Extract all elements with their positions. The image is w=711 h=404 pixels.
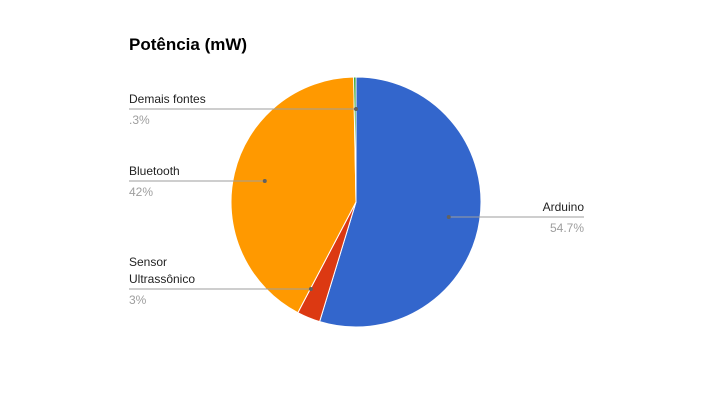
slice-label-arduino: Arduino: [543, 200, 585, 214]
chart-title: Potência (mW): [129, 35, 247, 54]
leader-dot-demais-fontes: [354, 107, 358, 111]
slice-labels: Arduino 54.7% Sensor Ultrassônico 3% Bluetoot…: [129, 92, 584, 307]
slice-label-bluetooth: Bluetooth: [129, 164, 180, 178]
slice-label-sensor-ultrassonico: Ultrassônico: [129, 272, 195, 286]
slice-percent-demais-fontes: .3%: [129, 113, 150, 127]
slice-label-demais-fontes: Demais fontes: [129, 92, 206, 106]
leader-dot-sensor-ultrassonico: [308, 287, 313, 291]
leader-dot-bluetooth: [262, 179, 267, 183]
leader-dot-arduino: [446, 215, 451, 219]
slice-percent-arduino: 54.7%: [550, 221, 584, 235]
slice-percent-sensor-ultrassonico: 3%: [129, 293, 147, 307]
pie-slices: [230, 76, 482, 328]
slice-label-sensor-ultrassonico: Sensor: [129, 255, 167, 269]
slice-percent-bluetooth: 42%: [129, 185, 153, 199]
pie-slice-bluetooth[interactable]: [230, 76, 357, 314]
pie-slice-arduino[interactable]: [318, 76, 482, 328]
